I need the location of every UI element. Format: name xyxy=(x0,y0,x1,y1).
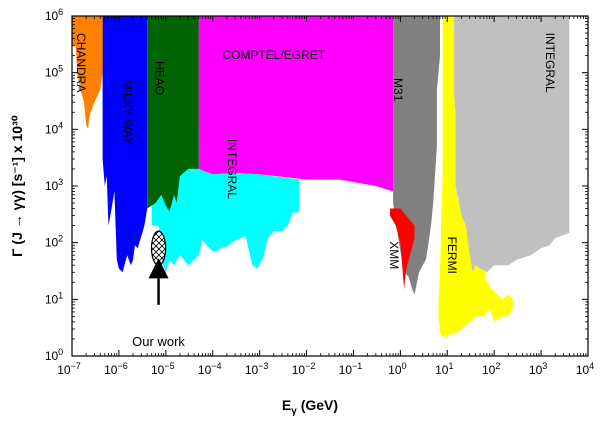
region-chandra-4 xyxy=(72,16,103,130)
region-labels: COMPTEL/EGRET INTEGRAL HEAO MILKY WAY CHANDR… xyxy=(74,33,557,274)
exclusion-regions xyxy=(72,16,570,337)
region-label-fermi-7: FERMI xyxy=(445,237,459,274)
y-axis: 100 101 102 103 104 105 106 xyxy=(45,7,588,363)
region-integral-8 xyxy=(454,16,570,273)
x-tick-label: 100 xyxy=(388,361,406,377)
x-tick-label: 10−5 xyxy=(151,361,175,377)
region-label-m31-5: M31 xyxy=(391,78,405,102)
y-tick-label: 100 xyxy=(45,347,63,363)
x-tick-label: 101 xyxy=(435,361,453,377)
x-tick-label: 10−3 xyxy=(245,361,269,377)
annotation-our-work: Our work xyxy=(132,334,185,349)
region-label-comptel-egret-0: COMPTEL/EGRET xyxy=(222,48,325,62)
region-comptel-egret-0 xyxy=(198,16,394,192)
region-heao-2 xyxy=(147,16,199,212)
y-tick-label: 105 xyxy=(45,64,63,80)
y-tick-label: 101 xyxy=(45,290,63,306)
region-label-milky-way-3: MILKY WAY xyxy=(121,80,135,145)
our-work-hatched-ellipse xyxy=(150,230,167,266)
y-tick-label: 104 xyxy=(45,120,63,136)
x-tick-label: 103 xyxy=(529,361,547,377)
region-label-heao-2: HEAO xyxy=(152,61,166,95)
x-axis-title-main: E xyxy=(282,397,291,413)
x-axis-title: Eγ (GeV) xyxy=(282,397,338,417)
x-tick-label: 10−7 xyxy=(57,361,81,377)
x-tick-label: 102 xyxy=(482,361,500,377)
region-label-integral-1: INTEGRAL xyxy=(225,139,239,199)
region-label-integral-8: INTEGRAL xyxy=(543,33,557,93)
x-tick-label: 104 xyxy=(576,361,594,377)
x-axis-title-sub: γ xyxy=(291,406,297,417)
our-work-marker-layer: Our work xyxy=(132,230,185,349)
y-tick-label: 102 xyxy=(45,234,63,250)
region-milky-way-3 xyxy=(102,16,148,273)
x-axis-title-unit: (GeV) xyxy=(297,397,338,413)
region-label-xmm-6: XMM xyxy=(387,241,401,269)
x-tick-label: 10−1 xyxy=(339,361,363,377)
y-tick-label: 103 xyxy=(45,177,63,193)
y-axis-title: Γ (J → γγ) [s⁻¹] x 10³⁰ xyxy=(9,115,25,257)
region-fermi-7 xyxy=(438,16,513,337)
x-tick-label: 10−4 xyxy=(198,361,222,377)
region-xmm-6 xyxy=(390,208,415,290)
x-tick-label: 10−6 xyxy=(104,361,128,377)
x-tick-label: 10−2 xyxy=(292,361,316,377)
y-tick-label: 106 xyxy=(45,7,63,23)
region-label-chandra-4: CHANDRA xyxy=(74,33,88,92)
